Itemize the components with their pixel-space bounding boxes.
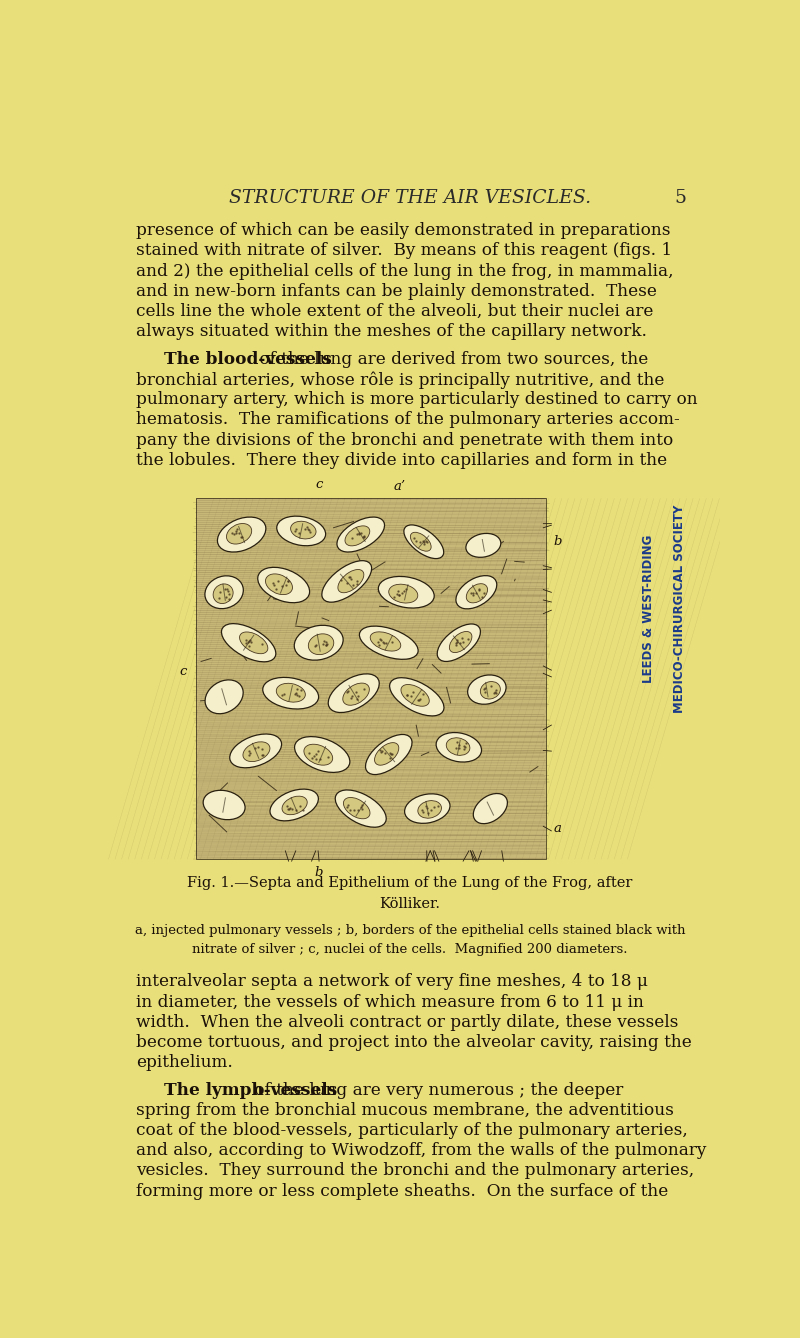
Ellipse shape (389, 585, 418, 603)
Text: hematosis.  The ramifications of the pulmonary arteries accom-: hematosis. The ramifications of the pulm… (136, 411, 680, 428)
Text: MEDICO-CHIRURGICAL SOCIETY: MEDICO-CHIRURGICAL SOCIETY (674, 504, 686, 713)
Text: spring from the bronchial mucous membrane, the adventitious: spring from the bronchial mucous membran… (136, 1103, 674, 1119)
Text: and 2) the epithelial cells of the lung in the frog, in mammalia,: and 2) the epithelial cells of the lung … (136, 262, 674, 280)
Ellipse shape (226, 523, 252, 545)
Text: width.  When the alveoli contract or partly dilate, these vessels: width. When the alveoli contract or part… (136, 1014, 678, 1030)
Ellipse shape (390, 678, 444, 716)
Ellipse shape (468, 674, 506, 704)
Ellipse shape (466, 534, 501, 558)
Text: b: b (554, 535, 562, 549)
Text: STRUCTURE OF THE AIR VESICLES.: STRUCTURE OF THE AIR VESICLES. (229, 190, 591, 207)
Ellipse shape (378, 577, 434, 607)
Text: Fig. 1.—Septa and Epithelium of the Lung of the Frog, after: Fig. 1.—Septa and Epithelium of the Lung… (187, 875, 633, 890)
Ellipse shape (366, 735, 412, 775)
Ellipse shape (474, 793, 507, 824)
Ellipse shape (405, 793, 450, 823)
Text: interalveolar septa a network of very fine meshes, 4 to 18 μ: interalveolar septa a network of very fi… (136, 974, 648, 990)
Ellipse shape (230, 735, 282, 768)
Ellipse shape (328, 674, 379, 713)
Ellipse shape (438, 624, 481, 661)
Text: cells line the whole extent of the alveoli, but their nuclei are: cells line the whole extent of the alveo… (136, 302, 654, 320)
Text: the lobules.  There they divide into capillaries and form in the: the lobules. There they divide into capi… (136, 452, 667, 468)
Ellipse shape (374, 743, 399, 765)
Text: Kölliker.: Kölliker. (379, 898, 441, 911)
Text: stained with nitrate of silver.  By means of this reagent (figs. 1: stained with nitrate of silver. By means… (136, 242, 672, 260)
Text: presence of which can be easily demonstrated in preparations: presence of which can be easily demonstr… (136, 222, 670, 240)
Ellipse shape (418, 800, 442, 819)
Ellipse shape (218, 516, 266, 553)
Text: become tortuous, and project into the alveolar cavity, raising the: become tortuous, and project into the al… (136, 1034, 692, 1050)
Ellipse shape (266, 574, 293, 594)
Ellipse shape (205, 680, 243, 713)
Ellipse shape (282, 796, 307, 815)
Ellipse shape (359, 626, 418, 660)
Ellipse shape (222, 624, 276, 662)
Ellipse shape (335, 789, 386, 827)
Ellipse shape (270, 789, 318, 820)
Ellipse shape (205, 575, 243, 609)
Text: coat of the blood-vessels, particularly of the pulmonary arteries,: coat of the blood-vessels, particularly … (136, 1123, 688, 1140)
Ellipse shape (337, 516, 385, 553)
Text: The blood-vessels: The blood-vessels (164, 351, 332, 368)
Text: a, injected pulmonary vessels ; b, borders of the epithelial cells stained black: a, injected pulmonary vessels ; b, borde… (134, 925, 686, 937)
Ellipse shape (262, 677, 318, 709)
Ellipse shape (276, 684, 306, 702)
Text: of the lung are very numerous ; the deeper: of the lung are very numerous ; the deep… (250, 1082, 624, 1098)
Text: b: b (314, 866, 323, 879)
Ellipse shape (466, 583, 487, 603)
Ellipse shape (239, 632, 268, 654)
Text: pulmonary artery, which is more particularly destined to carry on: pulmonary artery, which is more particul… (136, 391, 698, 408)
Ellipse shape (345, 526, 370, 546)
Ellipse shape (294, 625, 343, 660)
Ellipse shape (480, 681, 500, 698)
Ellipse shape (404, 524, 444, 558)
Ellipse shape (343, 797, 370, 819)
Text: vesicles.  They surround the bronchi and the pulmonary arteries,: vesicles. They surround the bronchi and … (136, 1163, 694, 1180)
Ellipse shape (243, 741, 270, 761)
Ellipse shape (410, 533, 431, 551)
Text: nitrate of silver ; c, nuclei of the cells.  Magnified 200 diameters.: nitrate of silver ; c, nuclei of the cel… (192, 942, 628, 955)
Text: of the lung are derived from two sources, the: of the lung are derived from two sources… (254, 351, 648, 368)
Text: a: a (554, 822, 562, 835)
Bar (196, 499, 546, 859)
Text: LEEDS & WEST-RIDING: LEEDS & WEST-RIDING (642, 535, 655, 682)
Text: always situated within the meshes of the capillary network.: always situated within the meshes of the… (136, 322, 647, 340)
Text: c: c (315, 478, 322, 491)
Ellipse shape (456, 575, 497, 609)
Ellipse shape (450, 632, 472, 653)
Text: bronchial arteries, whose rôle is principally nutritive, and the: bronchial arteries, whose rôle is princi… (136, 371, 664, 389)
Ellipse shape (446, 737, 470, 756)
Text: pany the divisions of the bronchi and penetrate with them into: pany the divisions of the bronchi and pe… (136, 432, 674, 448)
Ellipse shape (308, 634, 334, 654)
Text: c: c (179, 665, 187, 678)
Ellipse shape (277, 516, 326, 546)
Text: 5: 5 (674, 190, 686, 207)
Ellipse shape (304, 744, 333, 765)
Ellipse shape (322, 561, 372, 602)
Ellipse shape (436, 732, 482, 763)
Ellipse shape (370, 632, 401, 652)
Text: The lymph-vessels: The lymph-vessels (164, 1082, 337, 1098)
Text: epithelium.: epithelium. (136, 1054, 233, 1070)
Ellipse shape (342, 684, 370, 705)
Text: and in new-born infants can be plainly demonstrated.  These: and in new-born infants can be plainly d… (136, 282, 657, 300)
Text: and also, according to Wiwodzoff, from the walls of the pulmonary: and also, according to Wiwodzoff, from t… (136, 1143, 706, 1160)
Ellipse shape (213, 583, 233, 603)
Ellipse shape (294, 737, 350, 772)
Ellipse shape (338, 570, 364, 593)
Bar (196, 499, 546, 859)
Text: forming more or less complete sheaths.  On the surface of the: forming more or less complete sheaths. O… (136, 1183, 668, 1200)
Ellipse shape (258, 567, 310, 602)
Text: a’: a’ (394, 480, 406, 494)
Ellipse shape (290, 522, 316, 539)
Ellipse shape (401, 685, 430, 706)
Text: in diameter, the vessels of which measure from 6 to 11 μ in: in diameter, the vessels of which measur… (136, 994, 644, 1010)
Ellipse shape (203, 791, 245, 820)
